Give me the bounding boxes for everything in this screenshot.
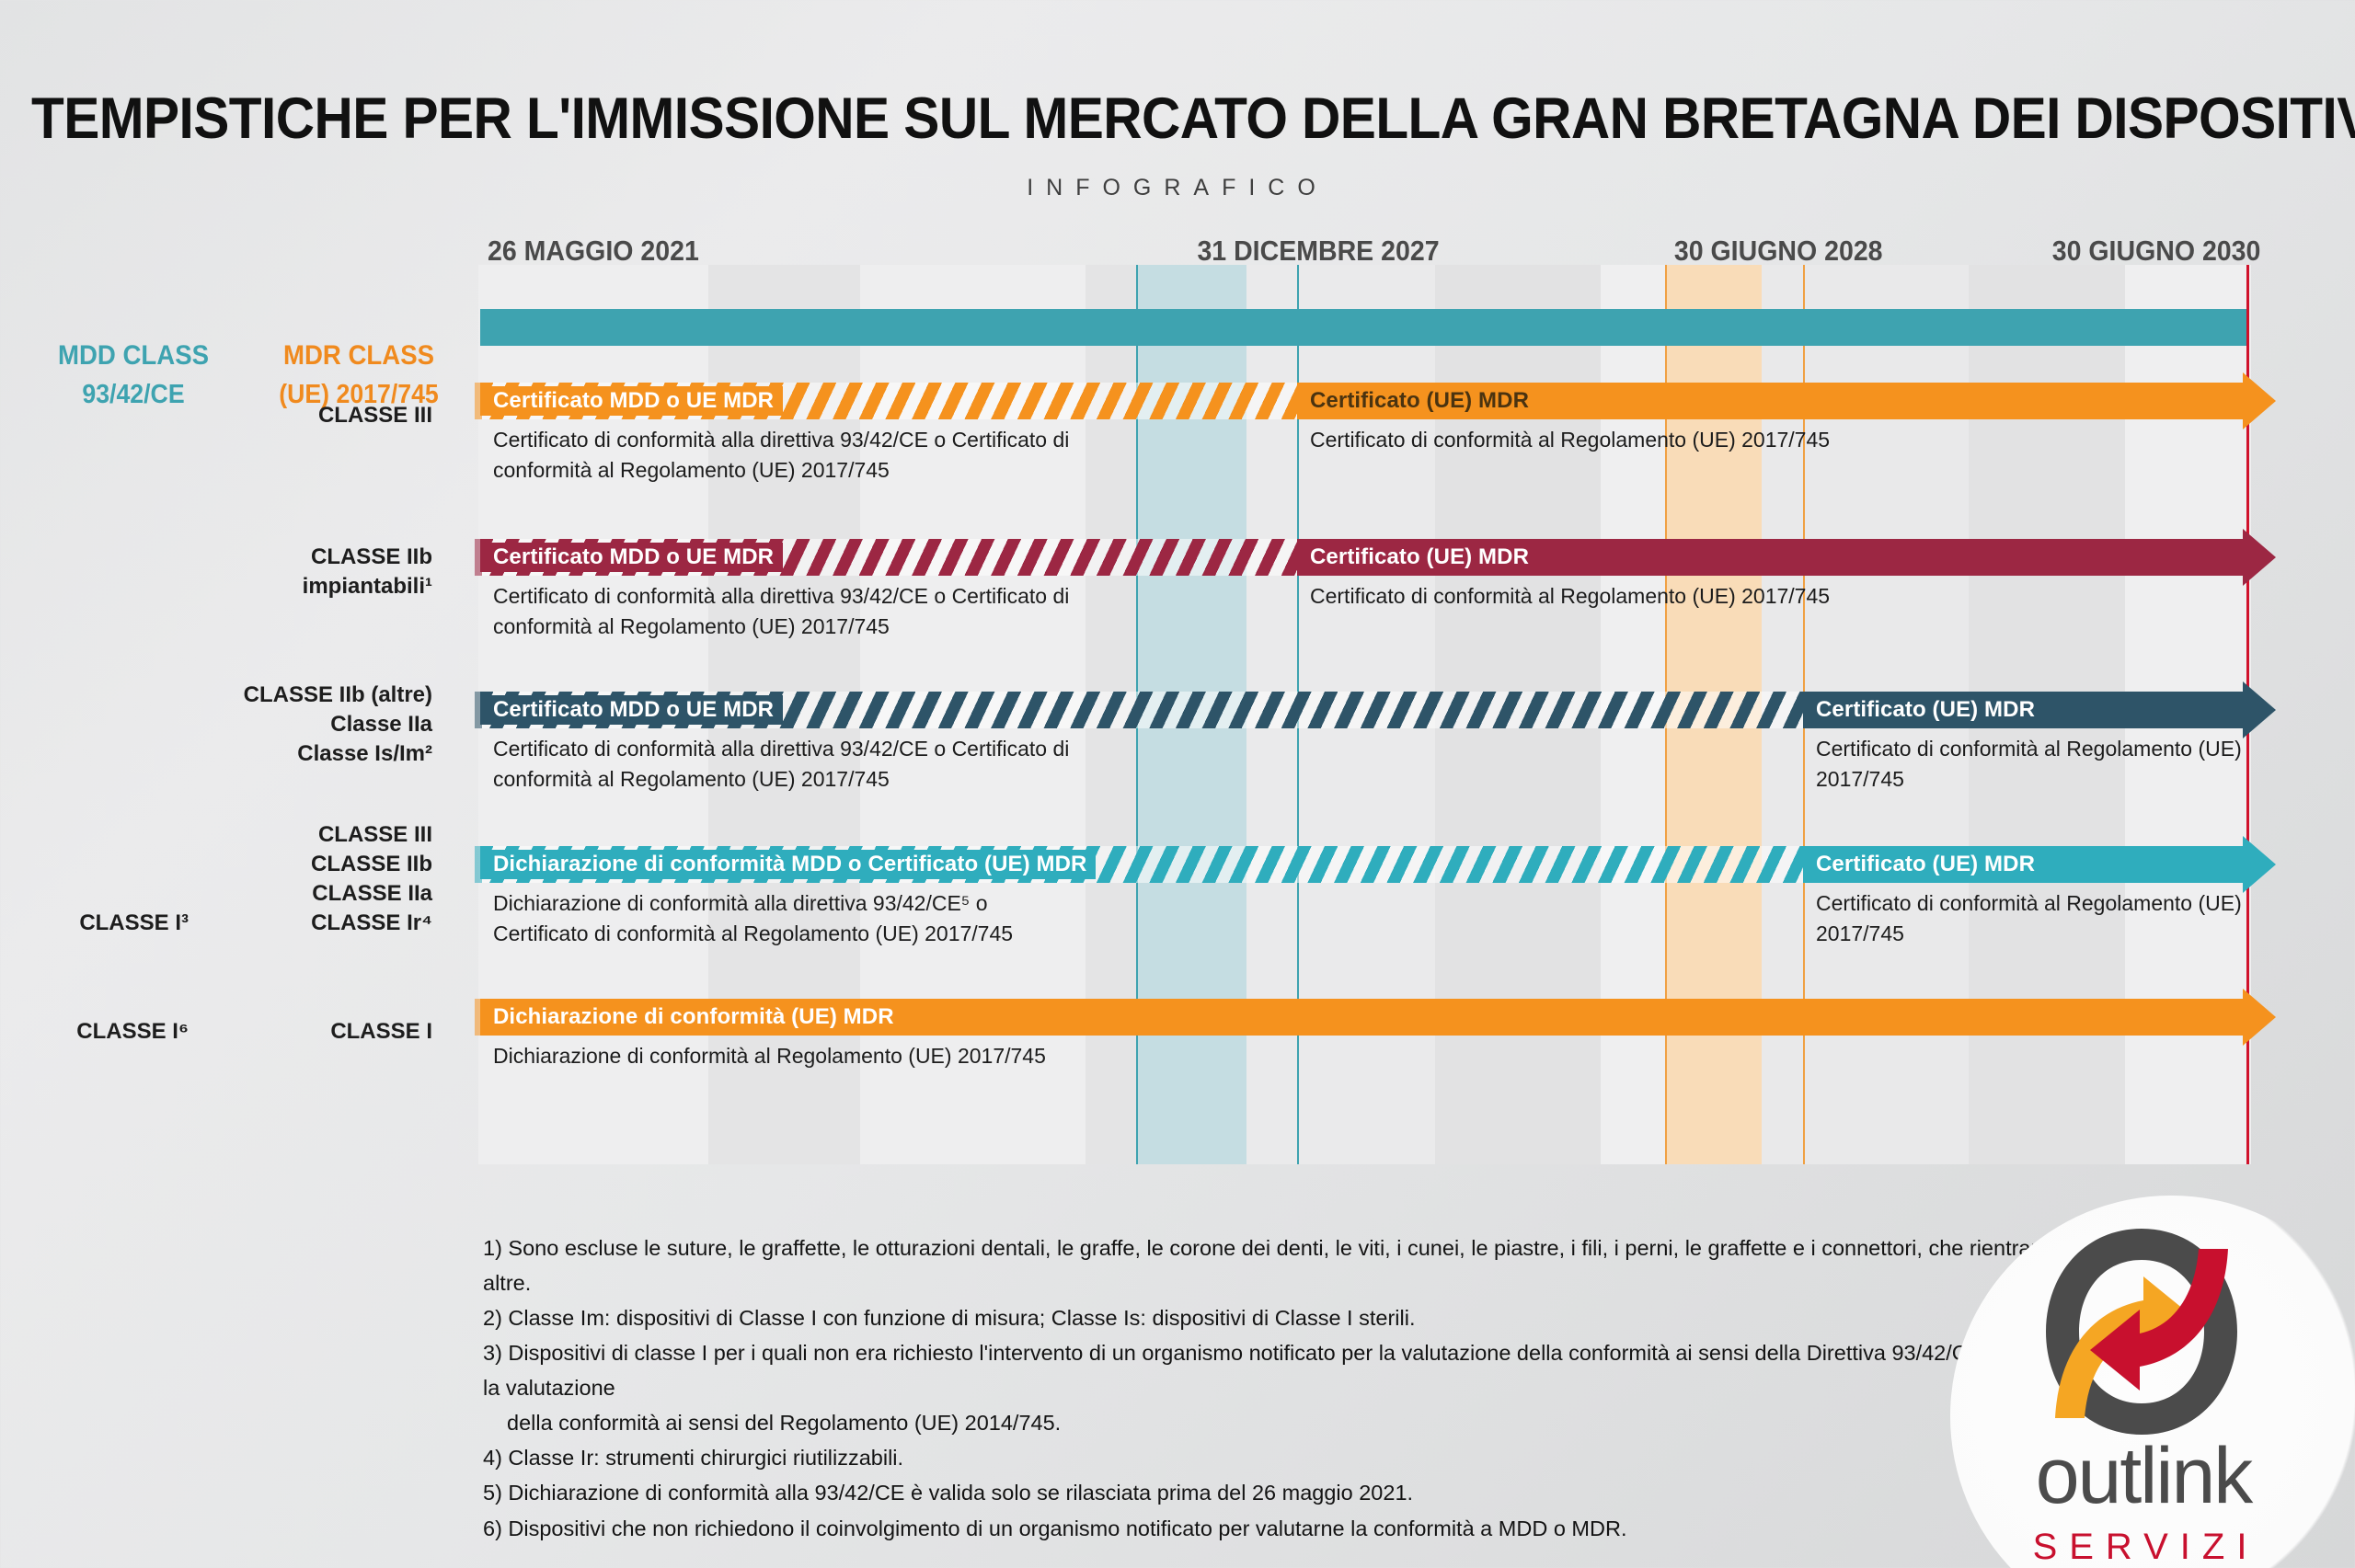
timeline-date-label: 26 MAGGIO 2021 [487,235,699,267]
bar-description: Certificato di conformità al Regolamento… [1310,584,1831,608]
mdr-class-label: CLASSE III CLASSE IIb CLASSE IIa CLASSE … [310,822,432,935]
bar-label: Certificato (UE) MDR [1310,544,1530,569]
timeline-date-label: 30 GIUGNO 2028 [1673,235,1883,267]
bar-description: Certificato di conformità alla direttiva… [493,737,1070,792]
bar-label: Certificato MDD o UE MDR [480,543,784,572]
bar-label: Certificato (UE) MDR [1816,697,2036,722]
bar-label: Certificato MDD o UE MDR [480,695,784,725]
logo-o-arrows-icon [2022,1221,2261,1442]
mdr-class-label: CLASSE I [330,1019,432,1044]
footnote-item: 2) Classe Im: dispositivi di Classe I co… [483,1306,1416,1331]
arrow-head-icon [2243,681,2276,738]
bar-segment-left: Dichiarazione di conformità (UE) MDR [475,989,2276,1046]
timeline-chart: Certificato MDD o UE MDR Certificato di c… [475,265,2276,1164]
mdd-class-label: CLASSE I³ [79,910,189,935]
timeline-row: Certificato MDD o UE MDR Certificato di c… [475,681,2276,830]
mdd-class-label: CLASSE I⁶ [76,1019,189,1044]
arrow-head-icon [2243,836,2276,893]
bar-label: Certificato (UE) MDR [1310,388,1530,413]
bar-description: Certificato di conformità al Regolamento… [1816,737,2242,792]
footnote-item: 5) Dichiarazione di conformità alla 93/4… [483,1481,1414,1505]
timeline-row: Dichiarazione di conformità (UE) MDR Dich… [475,989,2276,1137]
bar-description: Dichiarazione di conformità al Regolamen… [493,1044,1046,1068]
bar-label: Dichiarazione di conformità (UE) MDR [493,1004,894,1029]
outlink-logo: outlink SERVIZI [1950,1196,2355,1568]
footnote-continuation: della conformità ai sensi del Regolament… [507,1411,1062,1436]
bar-segment-left: Dichiarazione di conformità MDD o Certif… [475,846,1803,883]
page-subtitle: INFOGRAFICO [1027,175,1328,200]
bar-segment-left: Certificato MDD o UE MDR [475,692,1803,728]
logo-tagline: SERVIZI [2032,1527,2259,1567]
arrow-head-icon [2243,372,2276,429]
mdr-class-label: CLASSE IIb impiantabili¹ [302,544,432,599]
bar-label: Certificato (UE) MDR [1816,852,2036,876]
bar-segment-right: Certificato (UE) MDR [1803,836,2276,893]
bar-description: Certificato di conformità al Regolamento… [1816,891,2242,946]
bar-description: Certificato di conformità alla direttiva… [493,584,1070,639]
bar-segment-left: Certificato MDD o UE MDR [475,383,1297,419]
timeline-row: Dichiarazione di conformità MDD o Certif… [475,836,2276,984]
overall-timeline-arrow [480,309,2246,346]
timeline-row: Certificato MDD o UE MDR Certificato di c… [475,529,2276,677]
bar-start-cap [475,692,482,728]
bar-description: Certificato di conformità al Regolamento… [1310,428,1831,452]
timeline-row: Certificato MDD o UE MDR Certificato di c… [475,372,2276,521]
timeline-date-label: 31 DICEMBRE 2027 [1197,235,1440,267]
legend-mdr-class: MDR CLASS [282,340,435,371]
bar-start-cap [475,383,482,419]
legend-mdd-class: MDD CLASS [57,340,210,371]
arrow-head-icon [2243,989,2276,1046]
footnote-item: 1) Sono escluse le suture, le graffette,… [483,1236,2204,1296]
footnotes: 1) Sono escluse le suture, le graffette,… [483,1230,2231,1546]
bar-segment-right: Certificato (UE) MDR [1297,529,2276,586]
bar-label: Certificato MDD o UE MDR [480,386,784,416]
bar-start-cap [475,999,482,1036]
bar-description: Certificato di conformità alla direttiva… [493,428,1070,483]
mdr-class-label: CLASSE III [317,403,432,428]
bar-start-cap [475,846,482,883]
logo-wordmark: outlink [2035,1432,2254,1520]
bar-start-cap [475,539,482,576]
footnote-item: 4) Classe Ir: strumenti chirurgici riuti… [483,1446,904,1471]
legend-mdd-directive: 93/42/CE [82,380,185,409]
page-title: TEMPISTICHE PER L'IMMISSIONE SUL MERCATO… [31,86,2355,151]
bar-segment-right: Certificato (UE) MDR [1297,372,2276,429]
bar-description: Dichiarazione di conformità alla diretti… [493,891,1014,946]
bar-segment-left: Certificato MDD o UE MDR [475,539,1297,576]
arrow-head-icon [2243,529,2276,586]
legend-mdr-regulation: (UE) 2017/745 [279,380,439,409]
timeline-date-label: 30 GIUGNO 2030 [2051,235,2260,267]
bar-segment-right: Certificato (UE) MDR [1803,681,2276,738]
footnote-item: 6) Dispositivi che non richiedono il coi… [483,1516,1627,1540]
bar-label: Dichiarazione di conformità MDD o Certif… [480,850,1097,879]
mdr-class-label: CLASSE IIb (altre) Classe IIa Classe Is/… [243,682,432,766]
